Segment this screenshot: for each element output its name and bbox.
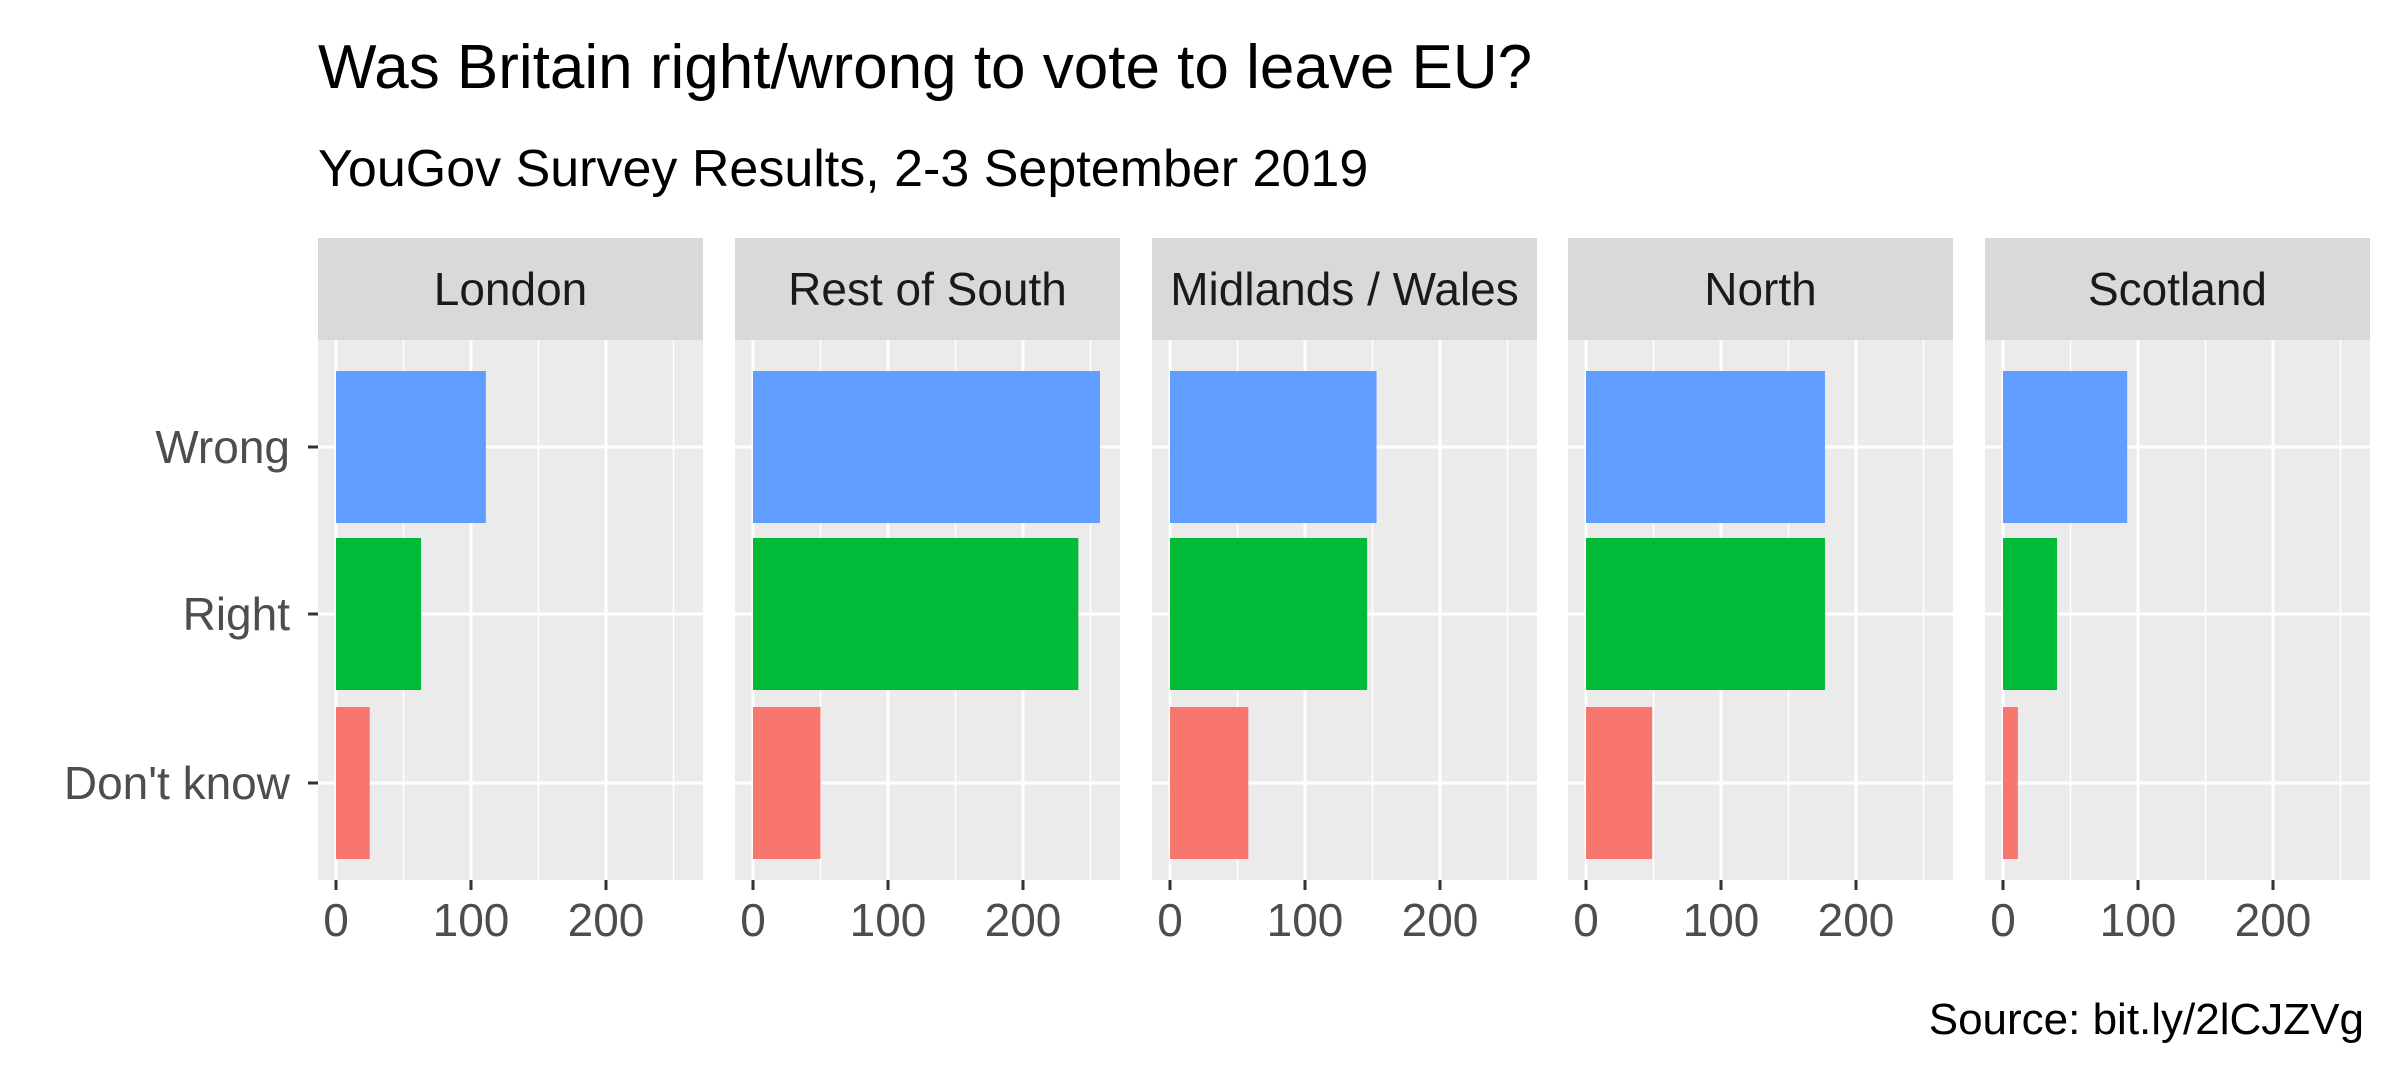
bar-scotland-right: [2003, 538, 2057, 690]
facet-strip: [318, 238, 703, 340]
chart-caption: Source: bit.ly/2lCJZVg: [1929, 995, 2364, 1044]
x-tick-label: 0: [1157, 894, 1183, 946]
x-tick-label: 0: [740, 894, 766, 946]
chart-subtitle: YouGov Survey Results, 2-3 September 201…: [318, 140, 1368, 198]
facet-north: North 0 100 200: [1568, 238, 1953, 946]
facet-strip: [1152, 238, 1537, 340]
bar-midlands-wales-right: [1170, 538, 1368, 690]
bar-scotland-don-t-know: [2003, 707, 2018, 859]
bar-london-right: [336, 538, 422, 690]
bar-midlands-wales-don-t-know: [1170, 707, 1249, 859]
facet-label-north: North: [1704, 263, 1816, 315]
facet-strip: [1568, 238, 1953, 340]
x-tick-label: 200: [2235, 894, 2312, 946]
bar-rest-of-south-don-t-know: [753, 707, 821, 859]
x-tick-label: 0: [1990, 894, 2016, 946]
x-tick-label: 200: [1402, 894, 1479, 946]
x-tick-label: 100: [433, 894, 510, 946]
bar-north-wrong: [1586, 371, 1825, 523]
y-axis: Wrong Right Don't know: [64, 421, 318, 809]
bar-rest-of-south-right: [753, 538, 1079, 690]
x-tick-label: 100: [1267, 894, 1344, 946]
facet-label-scotland: Scotland: [2088, 263, 2267, 315]
x-tick-label: 100: [850, 894, 927, 946]
bar-scotland-wrong: [2003, 371, 2128, 523]
y-tick-label-right: Right: [183, 588, 291, 640]
facet-scotland: Scotland 0 100 200: [1985, 238, 2370, 946]
facet-strip: [735, 238, 1120, 340]
facet-strip: [1985, 238, 2370, 340]
x-tick-label: 100: [2100, 894, 2177, 946]
bar-rest-of-south-wrong: [753, 371, 1100, 523]
facet-label-rest-of-south: Rest of South: [788, 263, 1067, 315]
bar-north-right: [1586, 538, 1825, 690]
facet-london: London 0 100 200: [318, 238, 703, 946]
bar-midlands-wales-wrong: [1170, 371, 1377, 523]
y-tick-label-wrong: Wrong: [155, 421, 290, 473]
x-tick-label: 200: [985, 894, 1062, 946]
x-tick-label: 0: [323, 894, 349, 946]
x-tick-label: 200: [568, 894, 645, 946]
bar-london-wrong: [336, 371, 486, 523]
x-tick-label: 200: [1818, 894, 1895, 946]
bar-north-don-t-know: [1586, 707, 1653, 859]
bar-london-don-t-know: [336, 707, 370, 859]
facet-label-london: London: [434, 263, 588, 315]
x-tick-label: 0: [1573, 894, 1599, 946]
x-tick-label: 100: [1683, 894, 1760, 946]
y-tick-label-don-t-know: Don't know: [64, 757, 291, 809]
chart-title: Was Britain right/wrong to vote to leave…: [318, 33, 1532, 102]
facet-midlands-wales: Midlands / Wales 0 100 200: [1152, 238, 1537, 946]
facet-label-midlands-wales: Midlands / Wales: [1170, 263, 1519, 315]
facet-rest-of-south: Rest of South 0 100 200: [735, 238, 1120, 946]
